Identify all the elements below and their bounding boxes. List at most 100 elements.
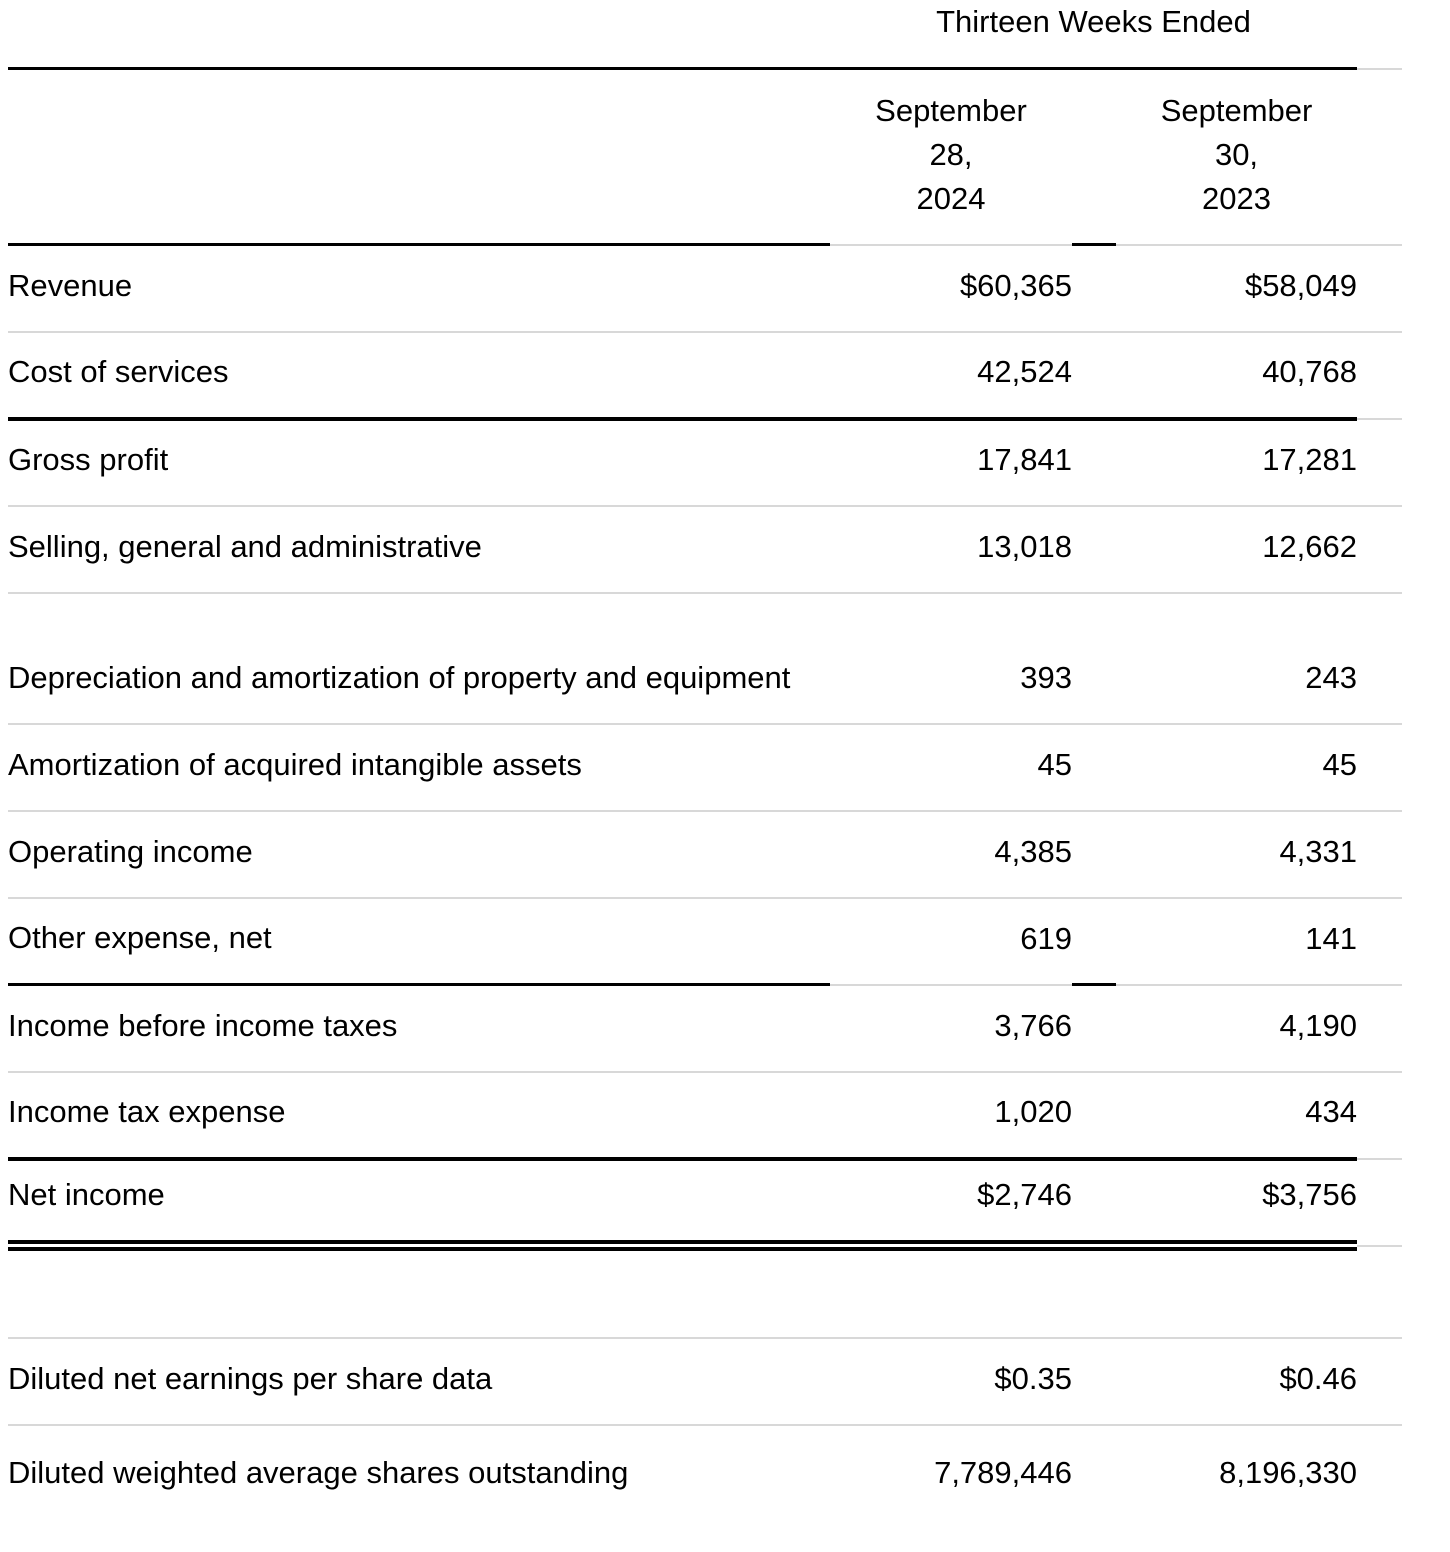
value-2024: 4,385 [830,810,1072,899]
spacer-cell [1357,1245,1403,1339]
cell-gap [1072,418,1116,507]
value-2024: 17,841 [830,418,1072,507]
date-header-spacer [8,68,830,246]
date-header-2024: September 28, 2024 [830,68,1072,246]
value-2023: $58,049 [1116,244,1358,333]
value-2024: 7,789,446 [934,1454,1072,1490]
cell-gap [1072,592,1116,725]
cell-tail [1357,1071,1403,1160]
row-label: Income before income taxes [8,984,830,1073]
value-2024: 1,020 [830,1071,1072,1161]
spacer-cell [1116,1245,1358,1339]
cell-tail [1357,418,1403,507]
cell-tail [1357,723,1403,812]
period-header: Thirteen Weeks Ended [830,0,1358,70]
cell-gap [1072,723,1116,812]
value-2023: 8,196,330 [1219,1454,1358,1490]
value-2023: $0.46 [1116,1337,1358,1426]
date-line: September [1160,92,1313,128]
cell-gap [1072,244,1116,333]
row-cost-of-services: Cost of services 42,524 40,768 [8,331,1403,421]
spacer-cell [8,1245,830,1339]
date-header-row: September 28, 2024 September 30, 2023 [8,68,1403,246]
value-2024: 3,766 [830,984,1072,1073]
row-operating-income: Operating income 4,385 4,331 [8,810,1403,899]
period-header-row: Thirteen Weeks Ended [8,0,1403,70]
row-income-tax-expense: Income tax expense 1,020 434 [8,1071,1403,1161]
value-2024: 45 [830,723,1072,812]
date-header-gap [1072,68,1116,246]
value-2023: $3,756 [1116,1158,1358,1251]
row-diluted-eps: Diluted net earnings per share data $0.3… [8,1337,1403,1426]
value-2023: 17,281 [1116,418,1358,507]
date-header-2023: September 30, 2023 [1116,68,1358,246]
value-2024: $60,365 [830,244,1072,333]
row-label: Depreciation and amortization of propert… [8,592,830,725]
cell-gap [1072,1425,1116,1509]
value-2024: $2,746 [830,1158,1072,1251]
cell-tail [1357,1425,1402,1509]
date-line: 28, [929,136,973,172]
spacer-row [8,1245,1403,1339]
row-label: Cost of services [8,331,830,421]
value-2023: 434 [1116,1071,1358,1161]
row-sga: Selling, general and administrative 13,0… [8,505,1403,594]
date-line: 30, [1214,136,1259,172]
row-label: Diluted net earnings per share data [8,1337,830,1426]
cell-gap [1072,1071,1116,1161]
row-income-before-taxes: Income before income taxes 3,766 4,190 [8,984,1403,1073]
cell-tail [1357,505,1403,594]
cell-tail [1357,331,1403,420]
value-2023: 45 [1116,723,1358,812]
value-2023: 12,662 [1116,505,1358,594]
value-2024: 619 [830,897,1072,986]
value-2023: 40,768 [1116,331,1358,421]
row-other-expense: Other expense, net 619 141 [8,897,1403,986]
value-2023: 4,190 [1116,984,1358,1073]
cell-gap [1072,1337,1116,1426]
row-label: Net income [8,1158,830,1251]
row-label: Amortization of acquired intangible asse… [8,723,830,812]
row-diluted-shares: Diluted weighted average shares outstand… [8,1425,1402,1509]
row-label: Diluted weighted average shares outstand… [8,1454,629,1490]
value-2024: 42,524 [830,331,1072,421]
row-label: Other expense, net [8,897,830,986]
period-header-spacer [8,0,830,70]
row-gross-profit: Gross profit 17,841 17,281 [8,418,1403,507]
value-2023: 243 [1116,592,1358,725]
date-line: 2023 [1202,180,1271,216]
row-amortization-intangibles: Amortization of acquired intangible asse… [8,723,1403,812]
row-depreciation-amortization: Depreciation and amortization of propert… [8,592,1403,725]
value-2024: 13,018 [830,505,1072,594]
cell-tail [1357,897,1403,986]
cell-tail [1357,984,1403,1073]
cell-gap [1072,505,1116,594]
row-label: Operating income [8,810,830,899]
period-header-tail [1357,0,1403,70]
row-label: Selling, general and administrative [8,505,830,594]
cell-tail [1357,810,1403,899]
date-line: September [875,92,1027,128]
cell-gap [1072,1158,1116,1251]
spacer-cell [830,1245,1072,1339]
row-label: Gross profit [8,418,830,507]
cell-gap [1072,331,1116,421]
row-label: Revenue [8,244,830,333]
row-net-income: Net income $2,746 $3,756 [8,1158,1403,1251]
row-label: Income tax expense [8,1071,830,1161]
row-revenue: Revenue $60,365 $58,049 [8,244,1403,333]
date-header-tail [1357,68,1403,246]
value-2023: 4,331 [1116,810,1358,899]
spacer-cell [1072,1245,1116,1339]
value-2024: $0.35 [830,1337,1072,1426]
income-statement-table: Thirteen Weeks Ended September 28, 2024 … [8,0,1403,1509]
cell-tail [1357,1158,1403,1247]
cell-gap [1072,897,1116,986]
value-2023: 141 [1116,897,1358,986]
cell-gap [1072,984,1116,1073]
cell-tail [1357,244,1403,333]
cell-tail [1357,1337,1403,1426]
date-line: 2024 [916,180,986,216]
value-2024: 393 [830,592,1072,725]
